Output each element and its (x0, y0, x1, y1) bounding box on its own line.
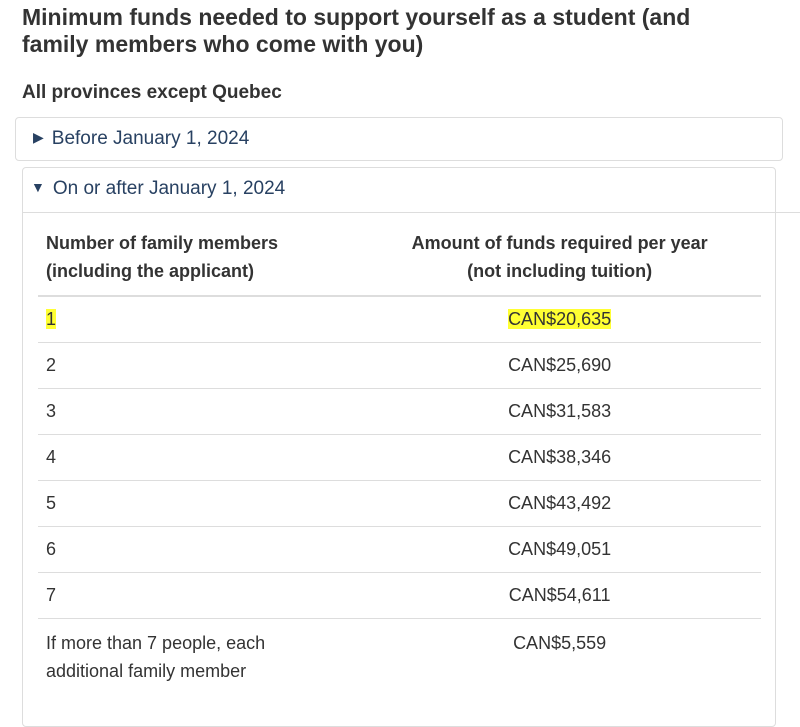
summary-after-2024[interactable]: ▼ On or after January 1, 2024 (31, 178, 285, 200)
members-cell: 3 (38, 388, 359, 435)
amount-cell: CAN$31,583 (358, 388, 761, 435)
highlighted-text: CAN$20,635 (508, 309, 612, 329)
table-row: 7 CAN$54,611 (38, 572, 761, 619)
members-cell: 1 (38, 296, 359, 343)
members-cell: 6 (38, 526, 359, 573)
details-before-2024: ▶ Before January 1, 2024 (15, 117, 783, 161)
members-cell: 4 (38, 434, 359, 481)
table-row: 3 CAN$31,583 (38, 388, 761, 435)
members-cell: 2 (38, 342, 359, 389)
amount-cell: CAN$54,611 (358, 572, 761, 619)
amount-cell: CAN$25,690 (358, 342, 761, 389)
table-row: If more than 7 people, each additional f… (38, 619, 761, 686)
header-line: Number of family members (46, 233, 279, 253)
table-row: 5 CAN$43,492 (38, 480, 761, 527)
section-subheading: All provinces except Quebec (22, 82, 282, 103)
table-row: 1 CAN$20,635 (38, 296, 761, 343)
amount-cell: CAN$20,635 (358, 296, 761, 343)
members-cell: If more than 7 people, each additional f… (38, 619, 358, 686)
highlighted-text: 1 (46, 309, 57, 329)
amount-cell: CAN$49,051 (358, 526, 761, 573)
extra-members-line: additional family member (46, 661, 247, 681)
header-line: (not including tuition) (467, 261, 653, 281)
table-row: 6 CAN$49,051 (38, 526, 761, 573)
amount-cell: CAN$5,559 (513, 633, 607, 653)
amount-cell: CAN$38,346 (358, 434, 761, 481)
header-line: Amount of funds required per year (411, 233, 708, 253)
summary-before-2024[interactable]: ▶ Before January 1, 2024 (33, 128, 249, 150)
extra-members-line: If more than 7 people, each (46, 633, 266, 653)
page-title: Minimum funds needed to support yourself… (22, 4, 691, 57)
table-header-row: Number of family members (including the … (38, 220, 761, 297)
col-amount-header: Amount of funds required per year (not i… (358, 220, 761, 297)
col-family-members-header: Number of family members (including the … (38, 220, 359, 297)
amount-cell: CAN$43,492 (358, 480, 761, 527)
triangle-right-icon: ▶ (33, 129, 44, 145)
summary-after-label: On or after January 1, 2024 (52, 178, 286, 199)
summary-divider (23, 212, 800, 213)
triangle-down-icon: ▼ (31, 179, 45, 195)
summary-before-label: Before January 1, 2024 (51, 128, 250, 149)
table-row: 2 CAN$25,690 (38, 342, 761, 389)
details-after-2024: ▼ On or after January 1, 2024 Number of f… (22, 167, 800, 727)
members-cell: 5 (38, 480, 359, 527)
funds-table: Number of family members (including the … (38, 220, 761, 685)
header-line: (including the applicant) (46, 261, 254, 281)
members-cell: 7 (38, 572, 359, 619)
table-row: 4 CAN$38,346 (38, 434, 761, 481)
